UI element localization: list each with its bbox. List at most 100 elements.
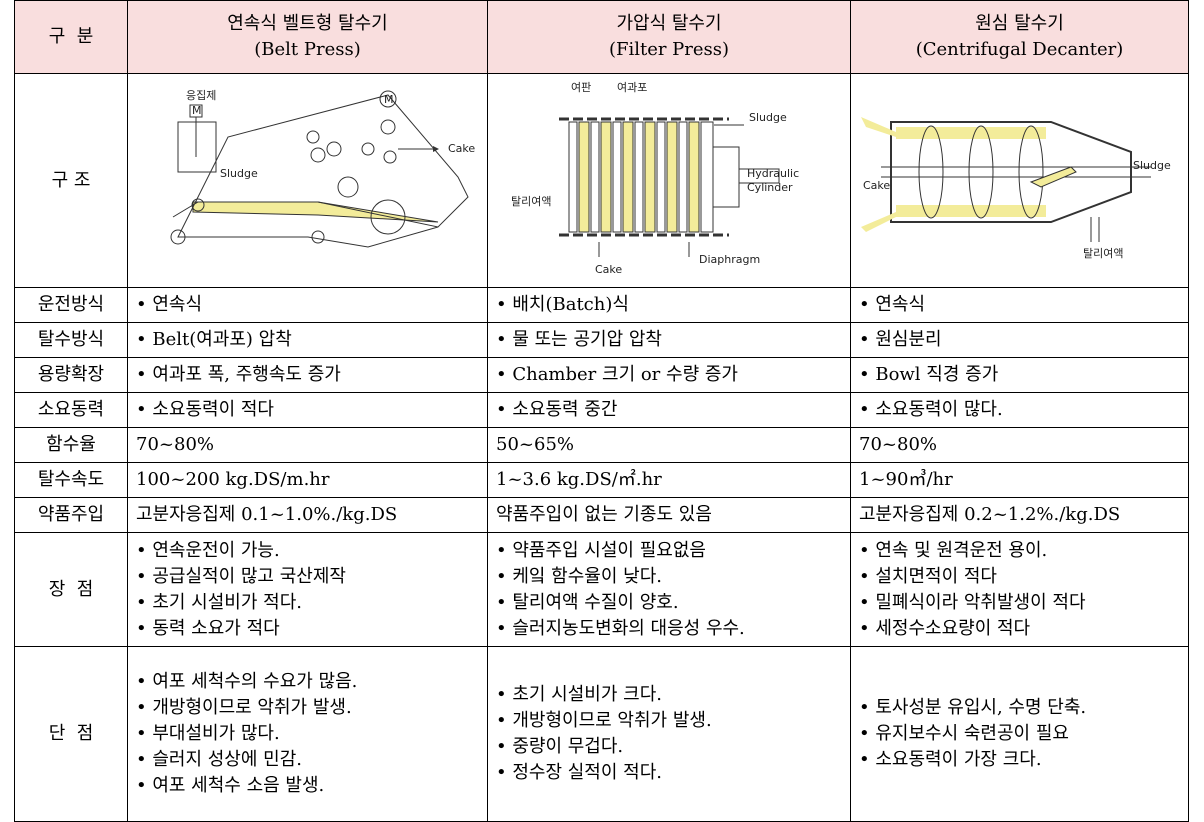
header-sub: (Belt Press) [254,39,361,60]
cell-line: • 세정수소요량이 적다 [859,617,1031,639]
cell-line: • 개방형이므로 악취가 발생. [496,710,712,731]
data-cell: 70~80% [127,427,488,463]
data-cell: • Chamber 크기 or 수량 증가 [487,357,851,393]
data-row: 약품주입 고분자응집제 0.1~1.0%./kg.DS 약품주입이 없는 기종도 있… [14,497,1189,533]
data-row: 용량확장 • 여과포 폭, 주행속도 증가 • Chamber 크기 or 수량 증… [14,357,1189,393]
cell-line: 1~3.6 kg.DS/㎡.hr [496,469,662,490]
diagram-shape [578,121,590,232]
diagram-shape [590,121,600,232]
diagram-shape [170,229,185,244]
row-label: 함수율 [14,427,128,463]
header-label: 구 분 [14,0,128,74]
cell-line: • 배치(Batch)식 [496,294,629,315]
diagram-shape [918,125,944,218]
cell-line: • 연속운전이 가능. [136,539,280,561]
cell-line: • 개방형이므로 악취가 발생. [136,697,352,718]
diagram-shape [968,125,994,218]
data-cell: 고분자응집제 0.2~1.2%./kg.DS [850,497,1189,533]
diagram-shape [310,147,325,162]
cell-line: 50~65% [496,434,574,455]
cell-line: 고분자응집제 0.2~1.2%./kg.DS [859,504,1121,525]
cell-line: • 여포 세척수 소음 발생. [136,775,325,796]
data-row: 함수율 70~80% 50~65% 70~80% [14,427,1189,463]
cell-line: • 연속 및 원격운전 용이. [859,539,1048,561]
cell-line: • 소요동력이 적다 [136,399,274,420]
diagram-shape [861,211,896,232]
data-row: 탈수속도 100~200 kg.DS/m.hr 1~3.6 kg.DS/㎡.hr 1~… [14,462,1189,498]
data-cell: 약품주입이 없는 기종도 있음 [487,497,851,533]
diagram-shape [678,121,688,232]
data-cell: • 여과포 폭, 주행속도 증가 [127,357,488,393]
cell-line: 100~200 kg.DS/m.hr [136,469,330,490]
comparison-table: 구 분 연속식 벨트형 탈수기 (Belt Press) 가압식 탈수기 (Filter… [14,0,1189,822]
diagram-label: Cake [863,179,890,192]
data-cell: • 초기 시설비가 크다. • 개방형이므로 악취가 발생. • 중량이 무겁다. •… [487,646,851,822]
row-label: 용량확장 [14,357,128,393]
data-cell: • 여포 세척수의 수요가 많음. • 개방형이므로 악취가 발생. • 부대설비가… [127,646,488,822]
diagram-shape [177,121,216,172]
cell-line: • 연속식 [136,294,203,315]
data-cell: • 연속 및 원격운전 용이. • 설치면적이 적다 • 밀폐식이라 악취발생이 적… [850,532,1189,647]
row-label: 구 조 [14,73,128,288]
diagram-shape [306,130,319,143]
cell-line: • 중량이 무겁다. [496,736,624,757]
cell-line: • 여과포 폭, 주행속도 증가 [136,364,341,385]
structure-row: 구 조 응집제 M Sludge Cake M 여판 여과포 Sludge Hydraulic… [14,73,1189,288]
diagram-shape [370,199,405,234]
diagram-shape [361,142,374,155]
data-cell: • 약품주입 시설이 필요없음 • 케잌 함수율이 낮다. • 탈리여액 수질이 양… [487,532,851,647]
data-cell: 50~65% [487,427,851,463]
cell-line: • 정수장 실적이 적다. [496,762,662,783]
data-row: 탈수방식 • Belt(여과포) 압착 • 물 또는 공기압 압착 • 원심분리 [14,322,1189,358]
cell-line: • 부대설비가 많다. [136,723,280,744]
header-cell: 원심 탈수기 (Centrifugal Decanter) [850,0,1189,74]
cell-line: • 슬러지 성상에 민감. [136,749,302,770]
diagram-shape [1018,125,1044,218]
cell-line: • 연속식 [859,294,926,315]
diagram: 응집제 M Sludge Cake M [170,89,475,248]
header-row: 구 분 연속식 벨트형 탈수기 (Belt Press) 가압식 탈수기 (Filter… [14,0,1189,74]
diagram-label: 여과포 [617,81,647,94]
cell-line: • 동력 소요가 적다 [136,617,280,639]
diagram-shape [170,90,405,244]
data-row: 운전방식 • 연속식 • 배치(Batch)식 • 연속식 [14,287,1189,323]
cell-line: • 케잌 함수율이 낮다. [496,565,662,587]
diagram-cell: Sludge Cake 탈리여액 [850,73,1189,288]
cell-line: • 밀폐식이라 악취발생이 적다 [859,591,1086,613]
data-cell: • 토사성분 유입시, 수명 단축. • 유지보수시 숙련공이 필요 • 소요동력이… [850,646,1189,822]
cell-line: • Chamber 크기 or 수량 증가 [496,364,738,385]
row-label: 장 점 [14,532,128,647]
row-label: 탈수방식 [14,322,128,358]
data-row: 장 점 • 연속운전이 가능. • 공급실적이 많고 국산제작 • 초기 시설비가 적… [14,532,1189,647]
diagram-label: 여판 [571,81,591,94]
diagram-label: Cylinder [747,181,793,194]
header-name: 원심 탈수기 [975,13,1064,34]
diagram-label: Cake [595,263,622,276]
row-label: 소요동력 [14,392,128,428]
diagram: Sludge Cake 탈리여액 [861,116,1171,260]
row-label: 단 점 [14,646,128,822]
diagram-shape [890,120,1132,223]
cell-line: • 소요동력이 가장 크다. [859,749,1042,770]
row-label: 탈수속도 [14,462,128,498]
data-cell: • 소요동력이 적다 [127,392,488,428]
diagram-label: 탈리여액 [511,195,551,208]
cell-line: • 원심분리 [859,329,942,350]
diagram-shape [918,125,1044,218]
data-cell: • 연속식 [850,287,1189,323]
cell-line: 70~80% [859,434,937,455]
diagram-shape [896,126,1046,139]
cell-line: 고분자응집제 0.1~1.0%./kg.DS [136,504,398,525]
data-cell: • Belt(여과포) 압착 [127,322,488,358]
diagram-shape [738,168,780,183]
diagram-label: M [384,93,394,106]
diagram-label: 응집제 [186,89,216,102]
diagram-shape [568,121,780,232]
diagram-shape [622,121,634,232]
data-cell: • Bowl 직경 증가 [850,357,1189,393]
diagram-shape [896,204,1046,217]
cell-line: • 설치면적이 적다 [859,565,997,587]
cell-line: 70~80% [136,434,214,455]
diagram-shape [700,121,714,232]
